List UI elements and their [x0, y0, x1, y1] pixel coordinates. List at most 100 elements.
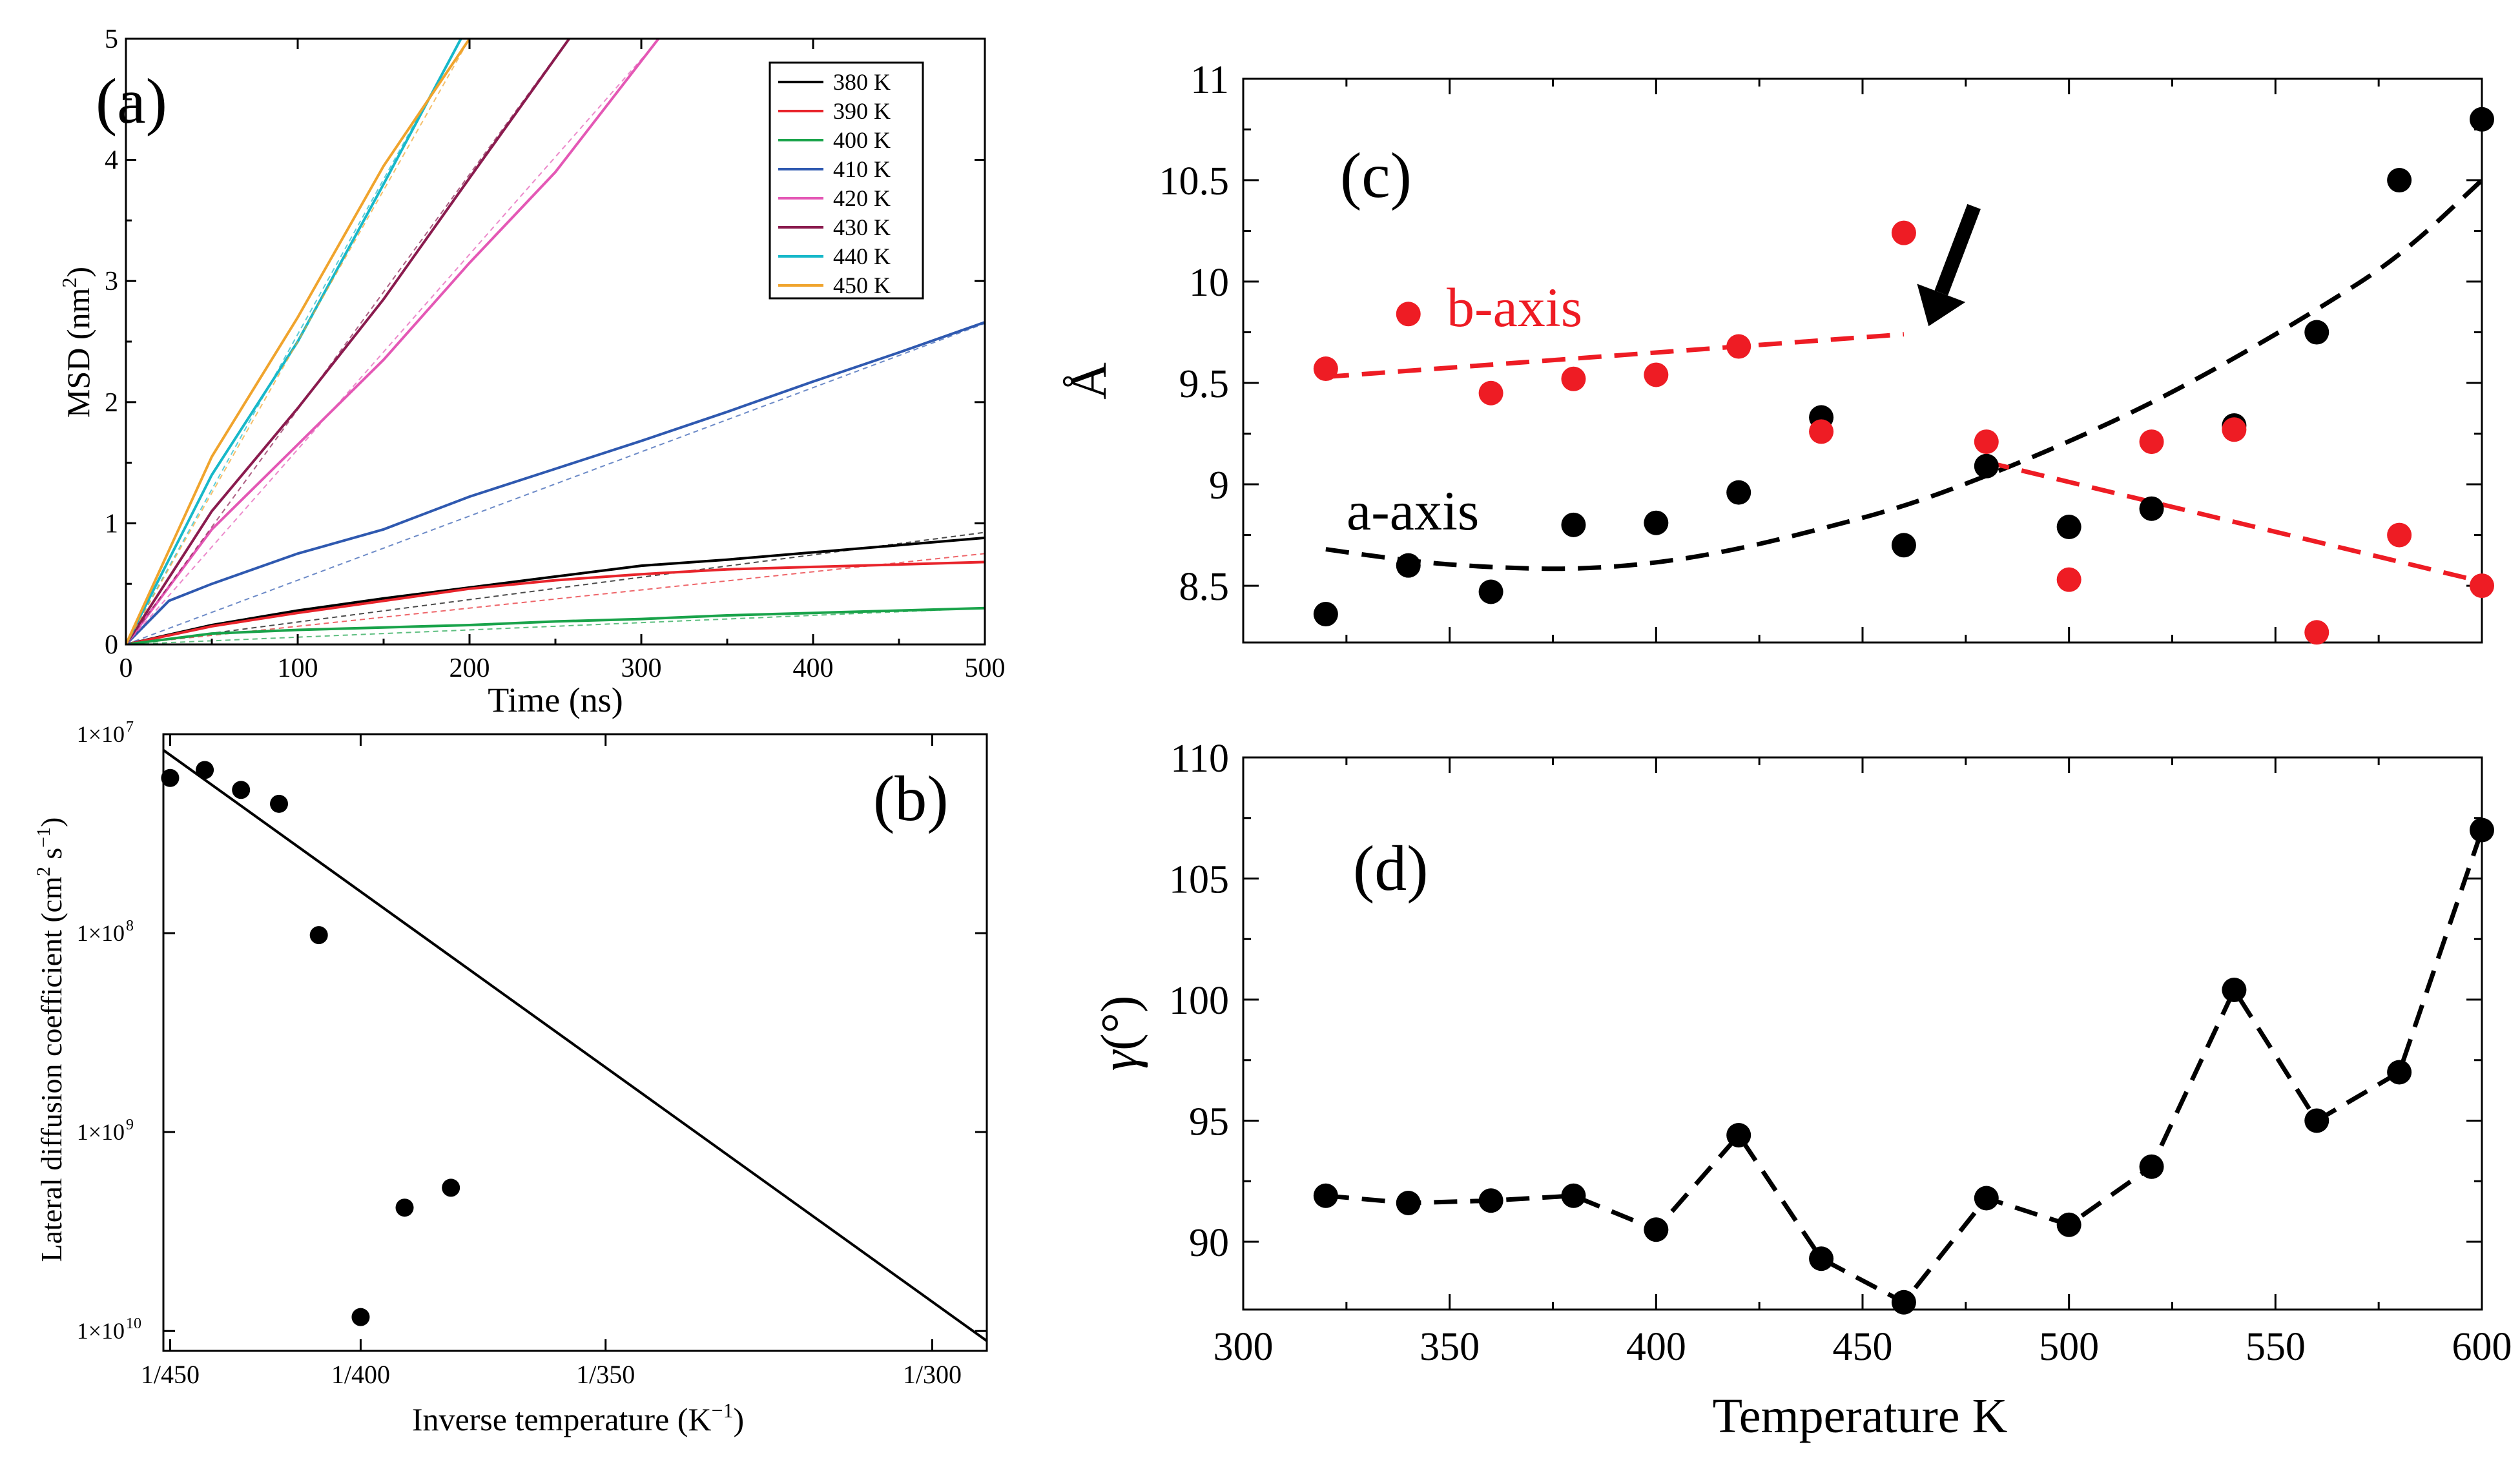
fit-line-4	[126, 39, 660, 644]
data-point-400K	[351, 1308, 370, 1326]
legend-label: 410 K	[833, 156, 891, 182]
a-axis-point-500K	[2056, 515, 2081, 540]
panel-c-label: (c)	[1340, 139, 1412, 211]
data-point-440K	[196, 761, 214, 779]
panel-d-gamma-angle: (d) 300 350 400 450 500 550 600 90 95 100 105 110 T…	[1091, 737, 2512, 1443]
y-tick-label: 1×10	[77, 920, 125, 946]
legend-label: 450 K	[833, 272, 891, 298]
y-tick-label: 1×10	[77, 1119, 125, 1145]
y-tick-exponent: 10	[126, 1315, 141, 1332]
y-tick-label: 3	[105, 267, 118, 296]
b-axis-point-580K	[2387, 522, 2412, 548]
y-tick-label: 105	[1169, 858, 1229, 902]
legend-label: 420 K	[833, 185, 891, 211]
panel-c-lattice-axes: (c) 8.5 9 9.5 10 10.5 11 b-axis a-axis Å	[1060, 58, 2494, 645]
arrhenius-fit-line	[162, 749, 988, 1342]
gamma-point-340K	[1396, 1191, 1421, 1215]
b-axis-point-500K	[2056, 567, 2081, 592]
y-tick-label: 4	[105, 146, 118, 176]
x-tick-label: 500	[965, 653, 1006, 683]
b-axis-point-600K	[2470, 573, 2494, 599]
panel-b-x-axis-label: Inverse temperature (K−1)	[412, 1399, 744, 1437]
y-tick-label: 2	[105, 388, 118, 418]
panel-b-y-axis-label: Lateral diffusion coefficient (cm2 s−1)	[33, 817, 68, 1262]
y-tick-label: 1×10	[77, 721, 125, 747]
legend-box	[769, 61, 924, 300]
fit-line-3	[126, 322, 985, 644]
panel-a-plot-area: 0 100 200 300 400 500 0 1 2 3 4 5	[105, 25, 1006, 683]
y-tick-exponent: 8	[126, 918, 134, 934]
x-tick-label: 100	[278, 653, 318, 683]
panel-b-label: (b)	[873, 763, 949, 834]
data-point-420K	[270, 794, 289, 813]
x-tick-label: 1/300	[903, 1360, 962, 1389]
panel-d-label: (d)	[1353, 832, 1429, 904]
series-line-410K	[126, 321, 985, 644]
transition-arrow-head	[1917, 283, 1966, 327]
gamma-point-500K	[2056, 1212, 2081, 1237]
a-axis-point-340K	[1396, 553, 1421, 578]
y-tick-mantissa: 1×10	[77, 721, 125, 747]
b-axis-point-440K	[1809, 419, 1834, 444]
series-line-420K	[126, 39, 660, 644]
a-axis-point-420K	[1726, 480, 1751, 505]
y-tick-label: 1	[105, 509, 118, 539]
y-tick-mantissa: 1×10	[77, 1119, 125, 1145]
y-tick-mantissa: 1×10	[77, 1318, 125, 1344]
fit-line-6	[126, 39, 462, 644]
legend-label: 430 K	[833, 214, 891, 240]
transition-arrow-shaft	[1934, 203, 1981, 296]
y-tick-exponent: 7	[126, 719, 134, 735]
y-tick-label: 9	[1209, 464, 1229, 508]
a-axis-point-480K	[1974, 453, 1999, 478]
y-tick-label: 11	[1190, 58, 1229, 102]
x-tick-label: 300	[1214, 1325, 1274, 1369]
y-tick-label: 95	[1189, 1100, 1229, 1144]
a-axis-point-460K	[1891, 533, 1916, 558]
fit-line-5	[126, 39, 570, 644]
y-tick-label: 110	[1170, 737, 1229, 781]
y-tick-label: 0	[105, 630, 118, 660]
panel-a-x-axis-label: Time (ns)	[488, 681, 623, 719]
gamma-point-580K	[2387, 1060, 2412, 1085]
b-axis-point-340K	[1396, 302, 1421, 327]
y-tick-label: 10.5	[1159, 159, 1230, 203]
b-axis-point-560K	[2304, 620, 2329, 645]
a-axis-annotation: a-axis	[1347, 480, 1479, 542]
x-tick-label: 1/450	[141, 1360, 200, 1389]
gamma-point-400K	[1644, 1217, 1669, 1242]
x-tick-label: 200	[449, 653, 490, 683]
b-axis-point-400K	[1644, 362, 1669, 387]
b-axis-point-540K	[2222, 417, 2247, 442]
legend-label: 440 K	[833, 243, 891, 269]
gamma-point-360K	[1478, 1188, 1503, 1213]
series-line-390K	[126, 560, 985, 644]
legend-label: 400 K	[833, 127, 891, 153]
panel-a-series-group	[126, 39, 985, 644]
y-tick-label: 90	[1189, 1221, 1229, 1265]
b-axis-fit-low	[1325, 332, 1905, 380]
legend-label: 390 K	[833, 98, 891, 124]
gamma-point-540K	[2222, 978, 2247, 1002]
b-axis-point-320K	[1313, 356, 1338, 382]
y-tick-exponent: 9	[126, 1116, 134, 1133]
b-axis-annotation: b-axis	[1447, 276, 1582, 338]
a-axis-point-360K	[1478, 579, 1503, 604]
y-tick-label: 100	[1169, 979, 1229, 1023]
gamma-point-420K	[1726, 1123, 1751, 1147]
x-tick-label: 500	[2039, 1325, 2099, 1369]
b-axis-point-380K	[1561, 366, 1586, 391]
series-line-380K	[126, 536, 985, 644]
gamma-point-460K	[1891, 1290, 1916, 1315]
data-point-430K	[232, 781, 251, 799]
a-axis-point-380K	[1561, 512, 1586, 537]
y-tick-label: 9.5	[1179, 362, 1230, 406]
y-tick-label: 5	[105, 25, 118, 54]
panel-d-y-axis-label: γ(°)	[1091, 996, 1148, 1071]
gamma-point-320K	[1313, 1183, 1338, 1208]
x-tick-label: 550	[2246, 1325, 2306, 1369]
y-tick-label: 1×10	[77, 1318, 125, 1344]
